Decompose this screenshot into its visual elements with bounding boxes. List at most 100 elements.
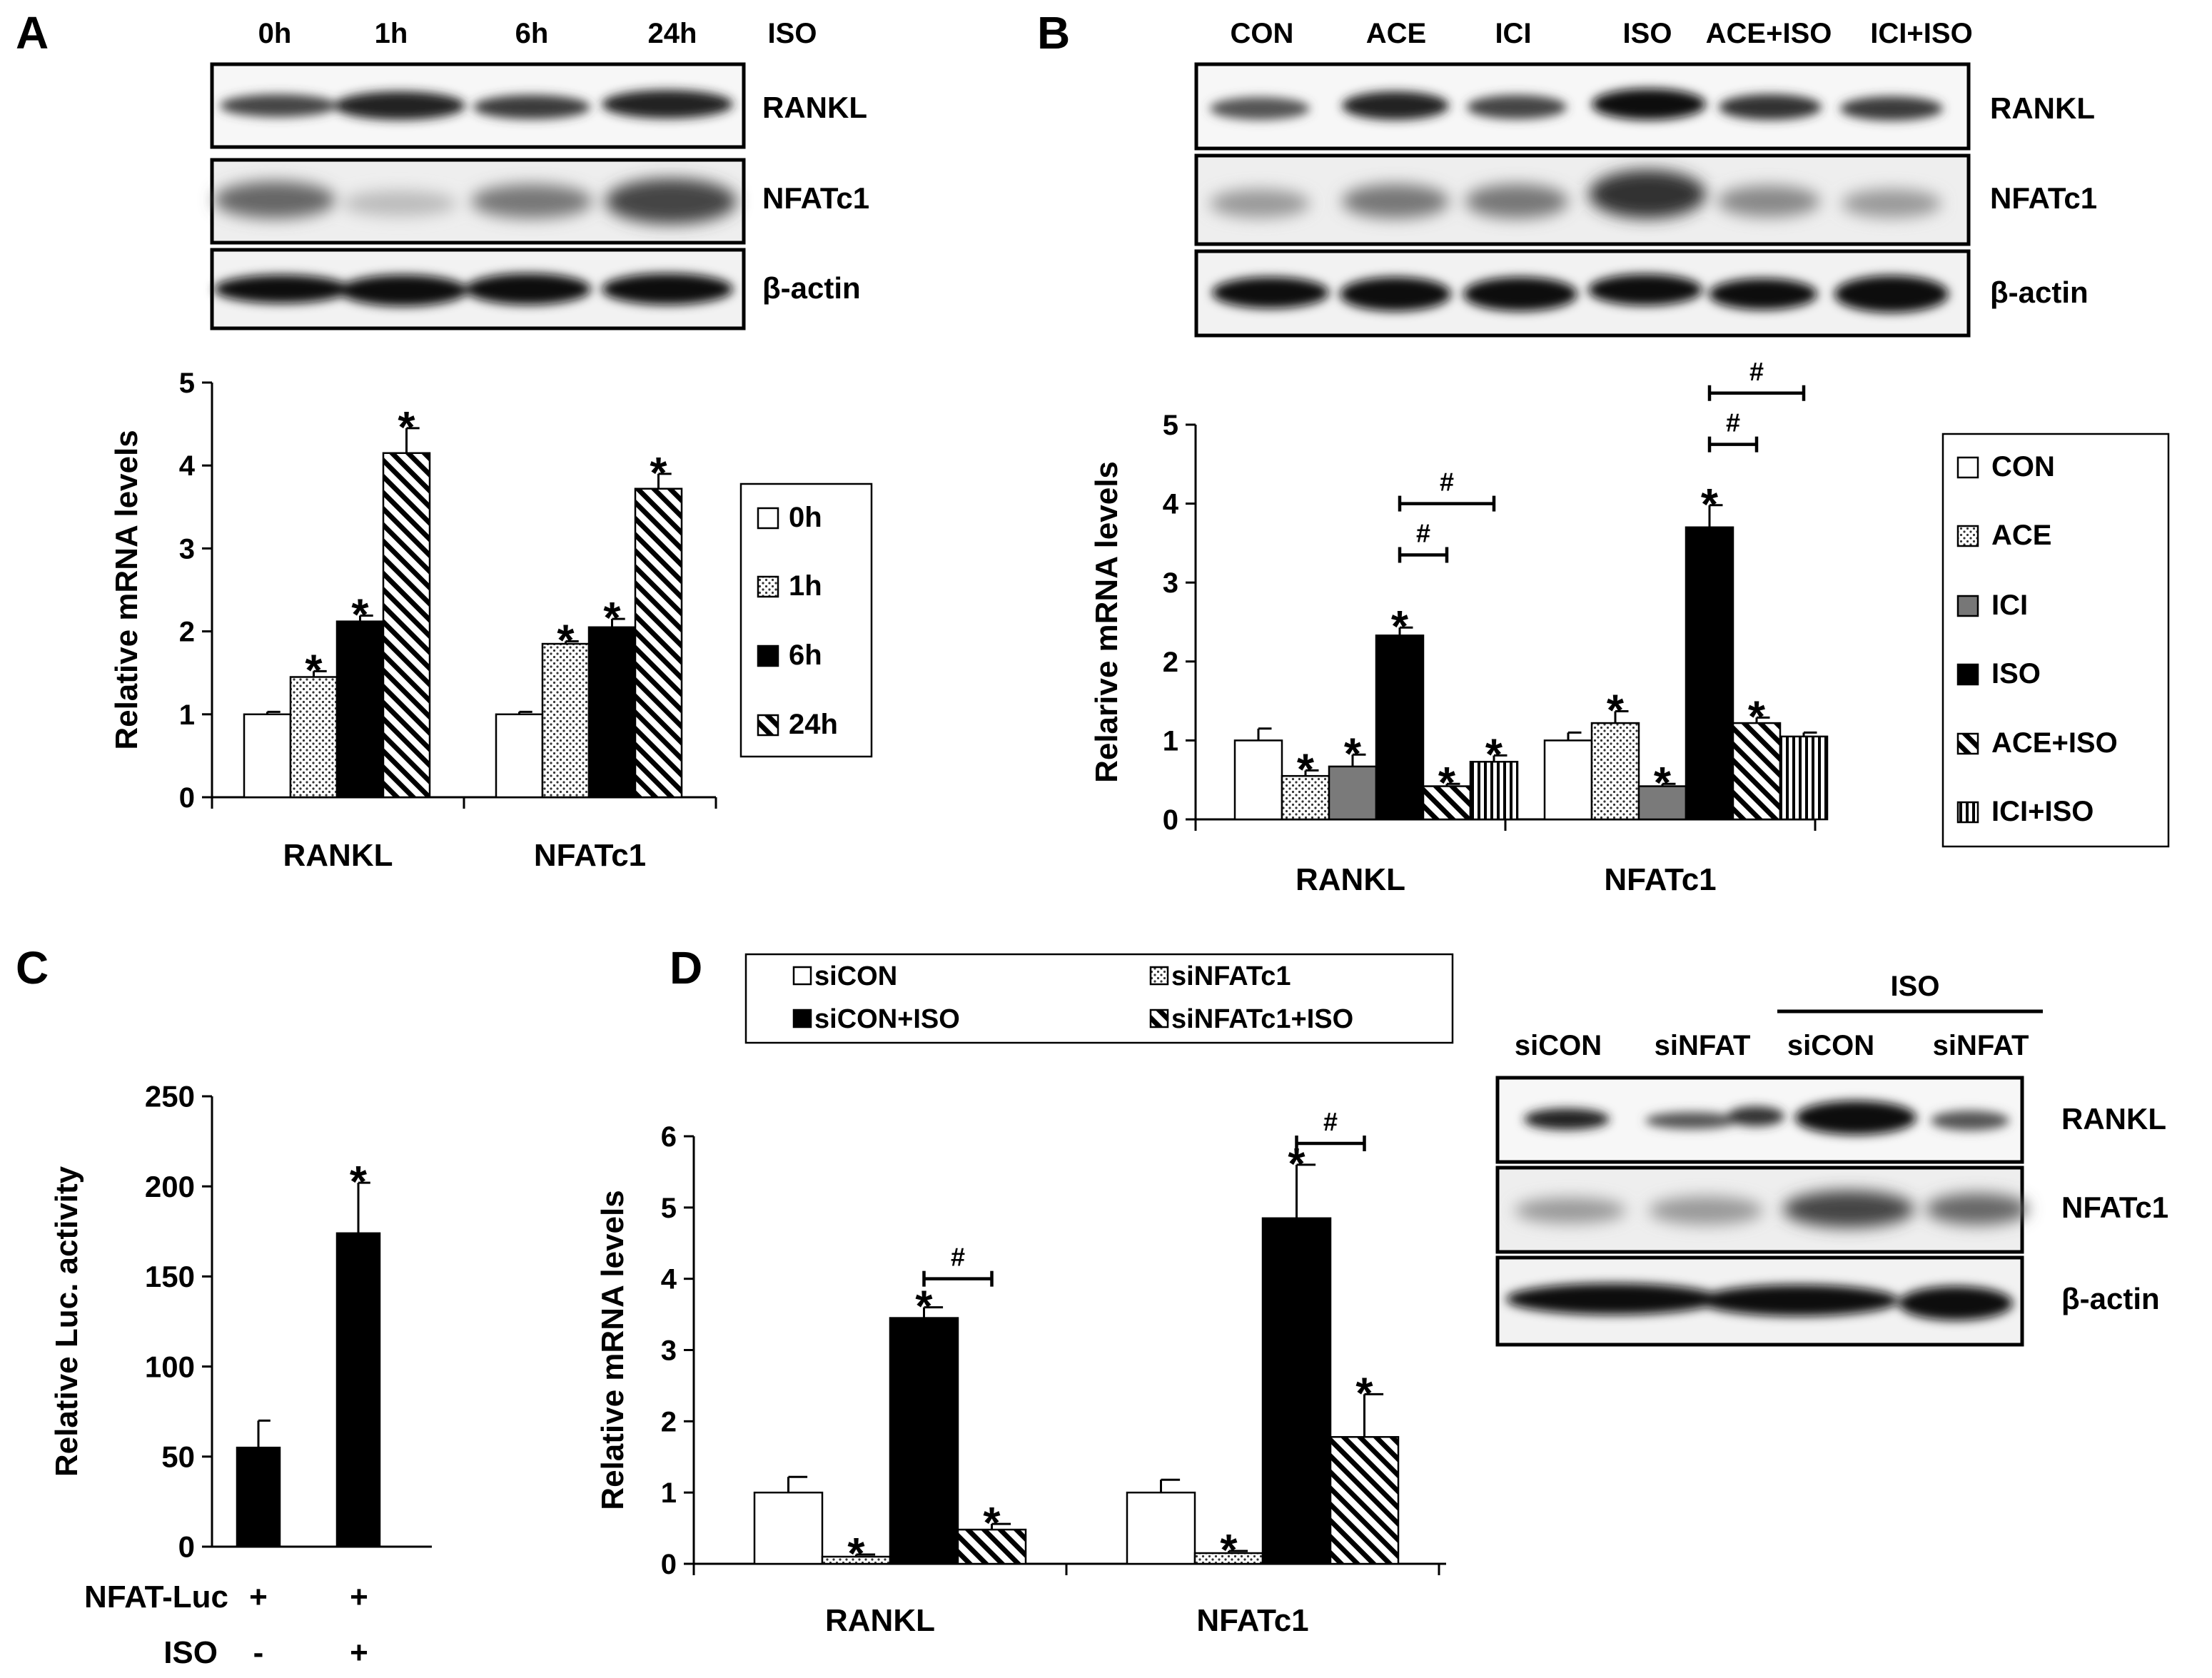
y-tick-label: 5 <box>661 1193 677 1224</box>
y-tick-label: 0 <box>661 1549 677 1580</box>
x-category-label: NFATc1 <box>534 838 646 873</box>
blot-a-row-label: NFATc1 <box>762 181 869 215</box>
significance-mark: * <box>1344 729 1362 779</box>
legend-a-label: 6h <box>789 640 822 671</box>
y-tick-label: 4 <box>661 1264 677 1295</box>
legend-a-label: 24h <box>789 709 838 740</box>
bar <box>1261 1217 1332 1565</box>
comparison-label: # <box>1726 408 1740 438</box>
significance-mark: * <box>1701 480 1719 530</box>
legend-a: 0h 1h 6h 24h <box>739 482 873 758</box>
y-tick-label: 0 <box>1163 804 1178 836</box>
lane-label: 1h <box>375 18 408 49</box>
bar <box>753 1491 824 1565</box>
x-category-label: RANKL <box>283 838 393 873</box>
y-tick-label: 1 <box>1163 725 1178 757</box>
significance-mark: * <box>983 1499 1001 1548</box>
bar <box>634 487 683 799</box>
bar <box>1375 635 1425 821</box>
treatment-label: ISO <box>768 18 817 49</box>
legend-a-label: 0h <box>789 502 822 533</box>
legend-d-label: siNFATc1+ISO <box>1171 1004 1353 1034</box>
legend-b-swatch <box>1956 663 1979 686</box>
bar <box>1779 735 1829 821</box>
bar <box>1590 722 1640 821</box>
bar <box>889 1317 959 1565</box>
significance-mark: * <box>1438 759 1456 808</box>
y-tick-label: 0 <box>179 782 195 814</box>
blot-d-row-label: NFATc1 <box>2061 1191 2168 1224</box>
x-category-label: NFATc1 <box>1196 1603 1308 1638</box>
legend-b-label: ISO <box>1991 658 2041 689</box>
bar <box>1281 774 1330 821</box>
legend-b-swatch <box>1956 525 1979 547</box>
chart-c: 0 50 100 150 200 250 Relative Luc. activity * <box>49 1080 432 1564</box>
legend-b-label: CON <box>1991 451 2055 482</box>
blot-b-row-label: β-actin <box>1990 276 2089 309</box>
y-tick-label: 1 <box>179 699 195 731</box>
lane-label: ICI <box>1495 18 1531 49</box>
blot-d-row-label: β-actin <box>2061 1282 2160 1315</box>
panel-d-blot-header: ISO siCON siNFAT siCON siNFAT <box>1515 971 2043 1061</box>
western-blot-b-rankl <box>1194 62 1971 151</box>
lane-label: siCON <box>1515 1030 1602 1061</box>
significance-mark: * <box>305 646 323 695</box>
panel-b: B CON ACE ICI ISO ACE+ISO ICI+ISO RANKL <box>1037 7 2170 897</box>
bar <box>495 713 544 799</box>
comparison-label: # <box>1416 518 1430 547</box>
bar <box>541 642 590 799</box>
legend-d-swatch <box>792 966 812 986</box>
significance-mark: * <box>557 617 575 666</box>
condition-value: + <box>249 1580 268 1614</box>
comparison-label: # <box>1323 1107 1338 1136</box>
legend-a-swatch <box>757 575 779 598</box>
legend-d-label: siNFATc1 <box>1171 961 1291 991</box>
bar <box>335 1232 381 1548</box>
y-tick-label: 50 <box>161 1440 195 1474</box>
significance-mark: * <box>1355 1369 1373 1418</box>
x-category-label: NFATc1 <box>1604 862 1716 897</box>
y-tick-label: 2 <box>179 617 195 648</box>
significance-mark: * <box>1297 745 1315 794</box>
y-tick-label: 250 <box>145 1080 195 1113</box>
comparison-label: # <box>1440 467 1454 497</box>
bar <box>956 1528 1027 1565</box>
comparison-label: # <box>1749 357 1764 386</box>
y-tick-label: 200 <box>145 1170 195 1203</box>
legend-d-swatch <box>792 1009 812 1028</box>
y-tick-label: 0 <box>178 1530 195 1564</box>
significance-mark: * <box>398 403 415 453</box>
western-blot-a-rankl <box>210 62 746 149</box>
legend-a-swatch <box>757 507 779 530</box>
legend-d-label: siCON <box>814 961 897 991</box>
x-category-label: RANKL <box>1296 862 1405 897</box>
y-tick-label: 2 <box>1163 647 1178 678</box>
lane-label: siNFAT <box>1655 1030 1751 1061</box>
comparison-label: # <box>951 1243 965 1272</box>
bar <box>1328 765 1378 821</box>
condition-label: NFAT-Luc <box>84 1580 228 1614</box>
y-tick-label: 2 <box>661 1406 677 1437</box>
condition-value: - <box>253 1635 264 1670</box>
panel-c-conditions: NFAT-Luc + + ISO - + <box>84 1580 368 1670</box>
blot-a-row-label: RANKL <box>762 91 867 124</box>
legend-b: CON ACE ICI ISO ACE+ISO ICI+ISO <box>1941 433 2170 848</box>
significance-mark: * <box>1220 1526 1238 1575</box>
significance-mark: * <box>1391 602 1409 652</box>
significance-mark: * <box>603 594 621 643</box>
western-blot-b-nfatc1 <box>1194 153 1971 246</box>
y-tick-label: 3 <box>661 1335 677 1367</box>
bar <box>587 626 637 799</box>
legend-d: siCON siNFATc1 siCON+ISO siNFATc1+ISO <box>744 953 1454 1044</box>
panel-b-blot-header: CON ACE ICI ISO ACE+ISO ICI+ISO <box>1231 18 1973 49</box>
bar <box>243 713 292 799</box>
condition-value: + <box>350 1580 368 1614</box>
significance-mark: * <box>1748 692 1766 742</box>
chart-b: 0 1 2 3 4 5 Relarive mRNA levels * * * * * RANKL * * * *… <box>1089 357 1829 897</box>
lane-label: CON <box>1231 18 1294 49</box>
chart-a: 0 1 2 3 4 5 Relative mRNA levels * * * RANKL * * * NFA… <box>109 368 717 873</box>
legend-b-label: ICI <box>1991 590 2028 621</box>
panel-a-blot-header: 0h 1h 6h 24h ISO <box>258 18 817 49</box>
panel-d: D siCON siNFATc1 siCON+ISO siNFATc1+ISO … <box>595 942 2168 1638</box>
